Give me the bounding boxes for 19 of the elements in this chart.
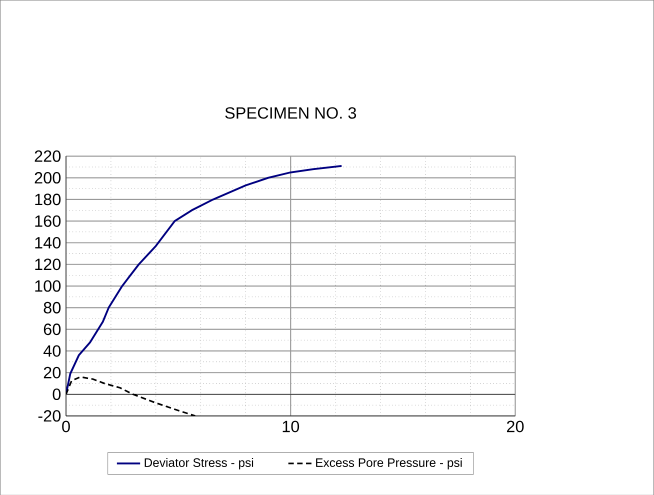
y-tick-label: 100 — [35, 280, 61, 292]
x-tick-label: 20 — [506, 420, 524, 432]
x-tick-label: 10 — [282, 420, 300, 432]
y-tick-label: 160 — [35, 215, 61, 227]
y-tick-label: 140 — [35, 236, 61, 248]
y-tick-label: 60 — [44, 323, 61, 335]
x-tick-label: 0 — [62, 420, 70, 432]
chart-title: SPECIMEN NO. 3 — [225, 106, 356, 119]
legend-label: Deviator Stress - psi — [144, 458, 254, 470]
y-tick-label: 20 — [44, 366, 61, 378]
y-tick-label: 40 — [43, 344, 61, 357]
y-tick-label: -20 — [38, 410, 61, 422]
y-tick-label: 200 — [34, 172, 61, 184]
legend-label: Excess Pore Pressure - psi — [316, 458, 462, 470]
y-tick-label: 80 — [44, 302, 61, 314]
y-tick-label: 0 — [52, 388, 61, 400]
y-tick-label: 180 — [35, 193, 61, 205]
y-tick-label: 120 — [35, 258, 61, 270]
y-tick-label: 220 — [34, 150, 61, 162]
